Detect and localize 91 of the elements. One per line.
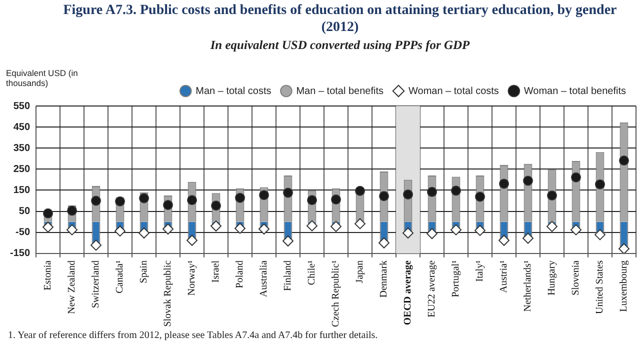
x-tick-label: Slovak Republic: [162, 260, 174, 327]
x-tick-label: Canada¹: [114, 260, 126, 294]
point: [283, 188, 294, 198]
point: [474, 224, 486, 236]
point: [306, 220, 318, 232]
x-tick-label: Switzerland: [90, 260, 102, 308]
x-tick-label: Denmark: [378, 260, 390, 298]
y-tick-label: 150: [13, 184, 30, 196]
point: [618, 243, 630, 254]
x-tick-label: New Zealand: [66, 260, 78, 314]
point: [67, 206, 78, 216]
point: [258, 223, 270, 234]
point: [498, 234, 510, 246]
point: [475, 192, 486, 202]
x-tick-label: Luxembourg: [618, 260, 630, 312]
point: [235, 192, 246, 203]
point: [619, 156, 629, 166]
point: [450, 224, 462, 236]
point: [187, 195, 198, 206]
point: [234, 222, 246, 234]
y-tick-label: -150: [10, 248, 30, 260]
point: [91, 196, 102, 206]
x-tick-label: Finland: [282, 260, 294, 291]
point: [427, 186, 438, 197]
x-tick-label: Netherlands¹: [522, 260, 534, 312]
point: [282, 235, 294, 246]
y-tick-label: 350: [13, 142, 30, 154]
point: [378, 237, 390, 248]
y-tick-label: 250: [13, 164, 30, 175]
point: [499, 178, 510, 189]
x-tick-label: Hungary: [546, 260, 558, 296]
x-tick-label: Estonia: [42, 260, 54, 290]
point: [403, 189, 414, 200]
point: [451, 186, 462, 196]
x-tick-label: EU22 average: [426, 260, 438, 318]
x-tick-label: Italy¹: [474, 260, 486, 282]
point: [523, 176, 534, 186]
point: [402, 227, 414, 238]
chart-subtitle: In equivalent USD converted using PPPs for GDP: [209, 38, 471, 53]
y-tick-label: 550: [13, 100, 30, 112]
x-tick-label: Chile¹: [306, 260, 318, 286]
point: [90, 240, 102, 251]
point: [307, 195, 318, 206]
point: [379, 191, 390, 202]
x-tick-label: Slovenia: [570, 260, 582, 296]
point: [211, 200, 222, 211]
x-tick-label: Japan: [354, 260, 366, 284]
legend-label: Woman – total costs: [408, 86, 499, 97]
point: [138, 227, 150, 238]
point: [594, 229, 606, 240]
x-tick-label: Australia: [258, 260, 270, 298]
x-tick-label: Czech Republic¹: [330, 260, 342, 328]
y-tick-label: -50: [16, 227, 30, 238]
point: [66, 224, 78, 236]
point: [331, 194, 342, 204]
point: [115, 196, 126, 206]
point: [139, 193, 150, 204]
point: [547, 190, 557, 200]
point: [570, 224, 582, 236]
legend-label: Man – total costs: [196, 86, 272, 97]
x-tick-label: Austria¹: [498, 260, 510, 293]
point: [43, 208, 54, 218]
point: [522, 232, 534, 244]
point: [355, 186, 366, 196]
x-tick-label: OECD average: [402, 260, 414, 326]
x-tick-label: Israel: [210, 260, 222, 283]
y-tick-label: 450: [13, 122, 30, 133]
point: [210, 220, 222, 232]
x-tick-label: Poland: [234, 260, 246, 288]
point: [571, 172, 581, 182]
x-tick-label: United States: [594, 260, 606, 314]
legend-label: Woman – total benefits: [524, 86, 626, 97]
point: [546, 220, 558, 232]
point: [162, 223, 174, 234]
point: [595, 179, 605, 190]
point: [259, 190, 270, 200]
point: [114, 226, 126, 237]
point: [354, 218, 366, 230]
x-tick-label: Spain: [138, 260, 150, 284]
y-axis-title: Equivalent USD (in thousands): [6, 68, 79, 88]
x-tick-label: Norway¹: [186, 260, 198, 296]
point: [42, 222, 54, 233]
x-tick-label: Portugal¹: [450, 260, 462, 298]
legend-label: Man – total benefits: [296, 86, 384, 97]
y-tick-label: 50: [18, 206, 30, 218]
point: [330, 220, 342, 232]
chart-title: Figure A7.3. Public costs and benefits of education on attaining tertiary education, by gender (2012): [62, 2, 618, 36]
text: 1. Year of reference differs from 2012, please see Tables A7.4a and A7.4b for further details.: [8, 330, 378, 341]
point: [426, 228, 438, 240]
point: [186, 234, 198, 246]
point: [163, 200, 174, 210]
